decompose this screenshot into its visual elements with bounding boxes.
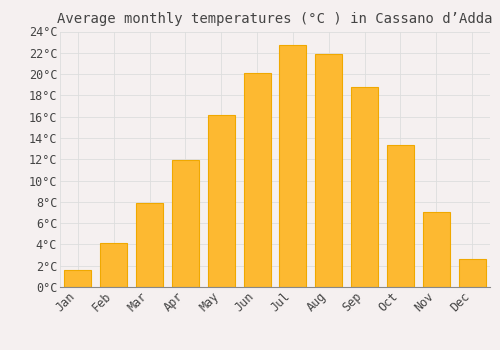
Bar [423,212,450,287]
Bar [100,243,127,287]
Bar [458,259,485,287]
Title: Average monthly temperatures (°C ) in Cassano d’Adda: Average monthly temperatures (°C ) in Ca… [57,12,493,26]
Bar [64,270,92,287]
Bar [244,73,270,287]
Bar [136,203,163,287]
Bar [351,87,378,287]
Bar [316,54,342,287]
Bar [387,145,414,287]
Bar [280,46,306,287]
Bar [172,160,199,287]
Bar [208,114,234,287]
